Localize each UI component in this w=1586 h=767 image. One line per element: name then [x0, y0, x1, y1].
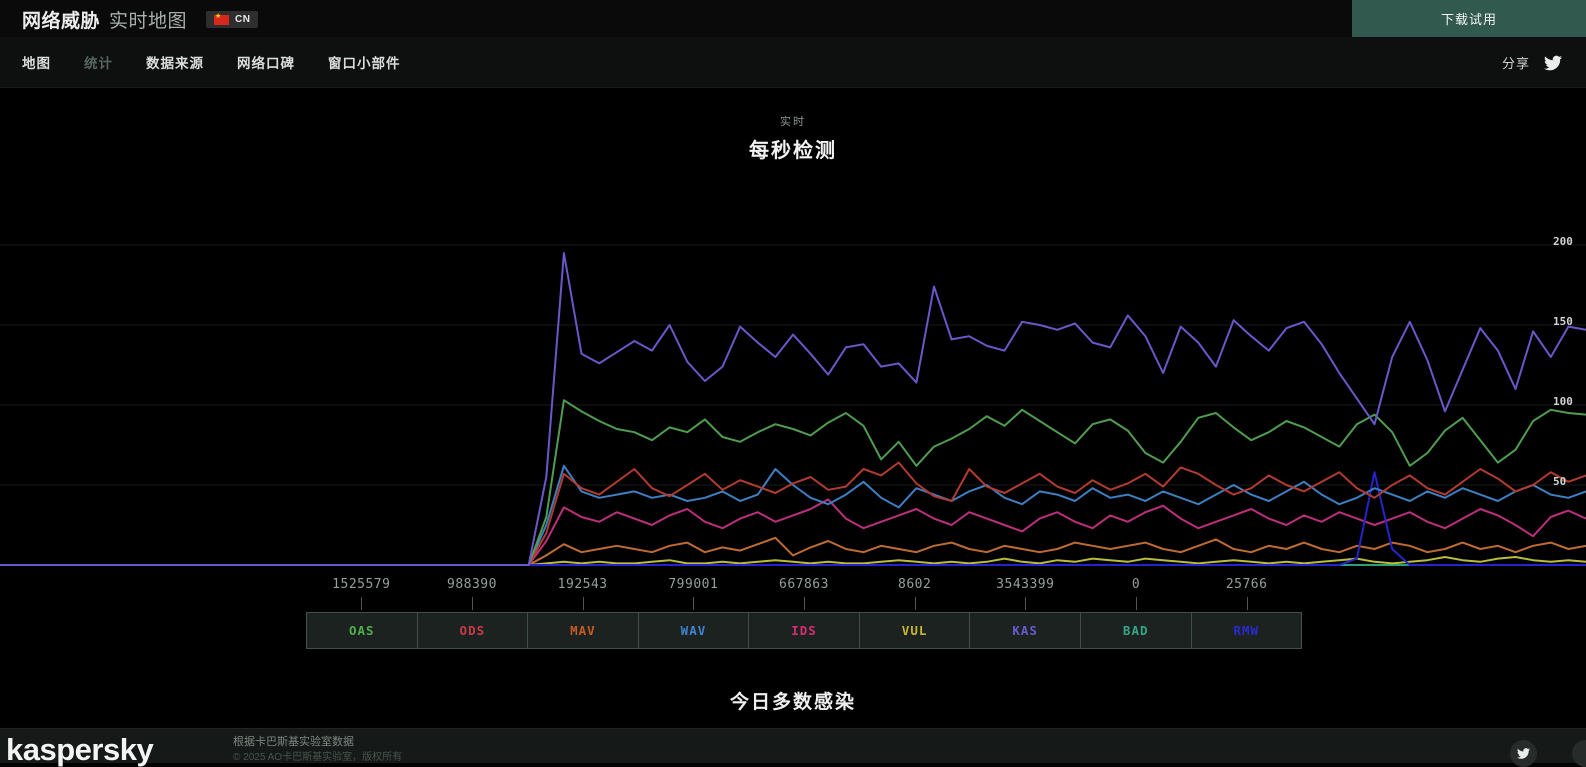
counter-MAV: 192543	[557, 577, 608, 592]
counter-tick	[361, 597, 363, 610]
language-code: CN	[235, 14, 251, 25]
counter-tick	[1025, 597, 1027, 610]
app-title-bold: 网络威胁	[22, 11, 101, 32]
top-header: 网络威胁 实时地图 CN 下载试用	[0, 0, 1586, 37]
legend-button-BAD[interactable]: BAD	[1079, 613, 1191, 648]
language-selector[interactable]: CN	[206, 11, 259, 28]
counter-IDS: 667863	[779, 577, 829, 592]
counter-tick	[472, 597, 473, 610]
legend-button-OAS[interactable]: OAS	[348, 623, 375, 638]
detections-per-second-chart	[0, 244, 1586, 566]
app-title: 网络威胁 实时地图 CN	[22, 6, 259, 33]
counter-tick	[582, 597, 584, 610]
counter-tick	[1246, 597, 1248, 610]
chart-subtitle: 实时	[780, 116, 806, 128]
twitter-icon[interactable]	[1544, 54, 1562, 72]
nav-item-data-sources[interactable]: 数据来源	[146, 56, 204, 71]
footer-data-source-note: 根据卡巴斯基实验室数据	[233, 736, 354, 748]
share-label[interactable]: 分享	[1501, 56, 1530, 71]
most-infected-today-heading: 今日多数感染	[729, 692, 856, 713]
nav-item-web-reputation[interactable]: 网络口碑	[237, 56, 295, 71]
app-title-light: 实时地图	[109, 11, 188, 32]
legend-button-KAS[interactable]: KAS	[969, 613, 1080, 648]
main-nav: 地图 统计 数据来源 网络口碑 窗口小部件 分享	[0, 37, 1586, 88]
legend-button-WAV[interactable]: WAV	[637, 613, 749, 648]
download-trial-button[interactable]: 下载试用	[1352, 0, 1586, 37]
footer-social-button[interactable]	[1572, 740, 1586, 767]
counter-WAV: 799001	[668, 577, 719, 592]
nav-item-map[interactable]: 地图	[22, 56, 51, 71]
counter-tick	[1136, 597, 1137, 610]
footer-copyright: © 2025 AO卡巴斯基实验室，版权所有	[233, 752, 403, 763]
legend-button-MAV[interactable]: MAV	[527, 613, 638, 648]
y-axis-tick-label: 200	[1553, 235, 1573, 248]
legend-button-VUL[interactable]: VUL	[858, 613, 970, 648]
twitter-icon	[1517, 748, 1530, 759]
counter-RMW: 25766	[1225, 577, 1268, 592]
nav-item-statistics[interactable]: 统计	[84, 56, 113, 71]
counter-tick	[693, 597, 695, 610]
chart-title: 每秒检测	[749, 140, 837, 162]
counter-VUL: 8602	[898, 577, 932, 592]
counter-ODS: 988390	[447, 577, 497, 592]
footer: kaspersky 根据卡巴斯基实验室数据 © 2025 AO卡巴斯基实验室，版…	[0, 728, 1586, 767]
y-axis-tick-label: 100	[1553, 395, 1573, 408]
legend-strip: OAS ODS MAV WAV IDS VUL KAS BAD RMW	[306, 612, 1302, 649]
kaspersky-logo[interactable]: kaspersky	[6, 732, 154, 767]
counter-OAS: 1525579	[332, 577, 391, 592]
cn-flag-icon	[214, 12, 230, 25]
legend-button-IDS[interactable]: IDS	[748, 613, 859, 648]
footer-twitter-button[interactable]	[1510, 740, 1537, 767]
counter-BAD: 0	[1131, 577, 1141, 592]
counter-tick	[804, 597, 805, 610]
legend-button-ODS[interactable]: ODS	[416, 613, 528, 648]
nav-item-widgets[interactable]: 窗口小部件	[328, 56, 401, 71]
counter-tick	[914, 597, 916, 610]
series-KAS	[0, 252, 1586, 566]
counter-KAS: 3543399	[996, 577, 1055, 592]
legend-button-RMW[interactable]: RMW	[1190, 613, 1302, 648]
y-axis-tick-label: 150	[1553, 315, 1573, 328]
y-axis-tick-label: 50	[1553, 475, 1567, 488]
